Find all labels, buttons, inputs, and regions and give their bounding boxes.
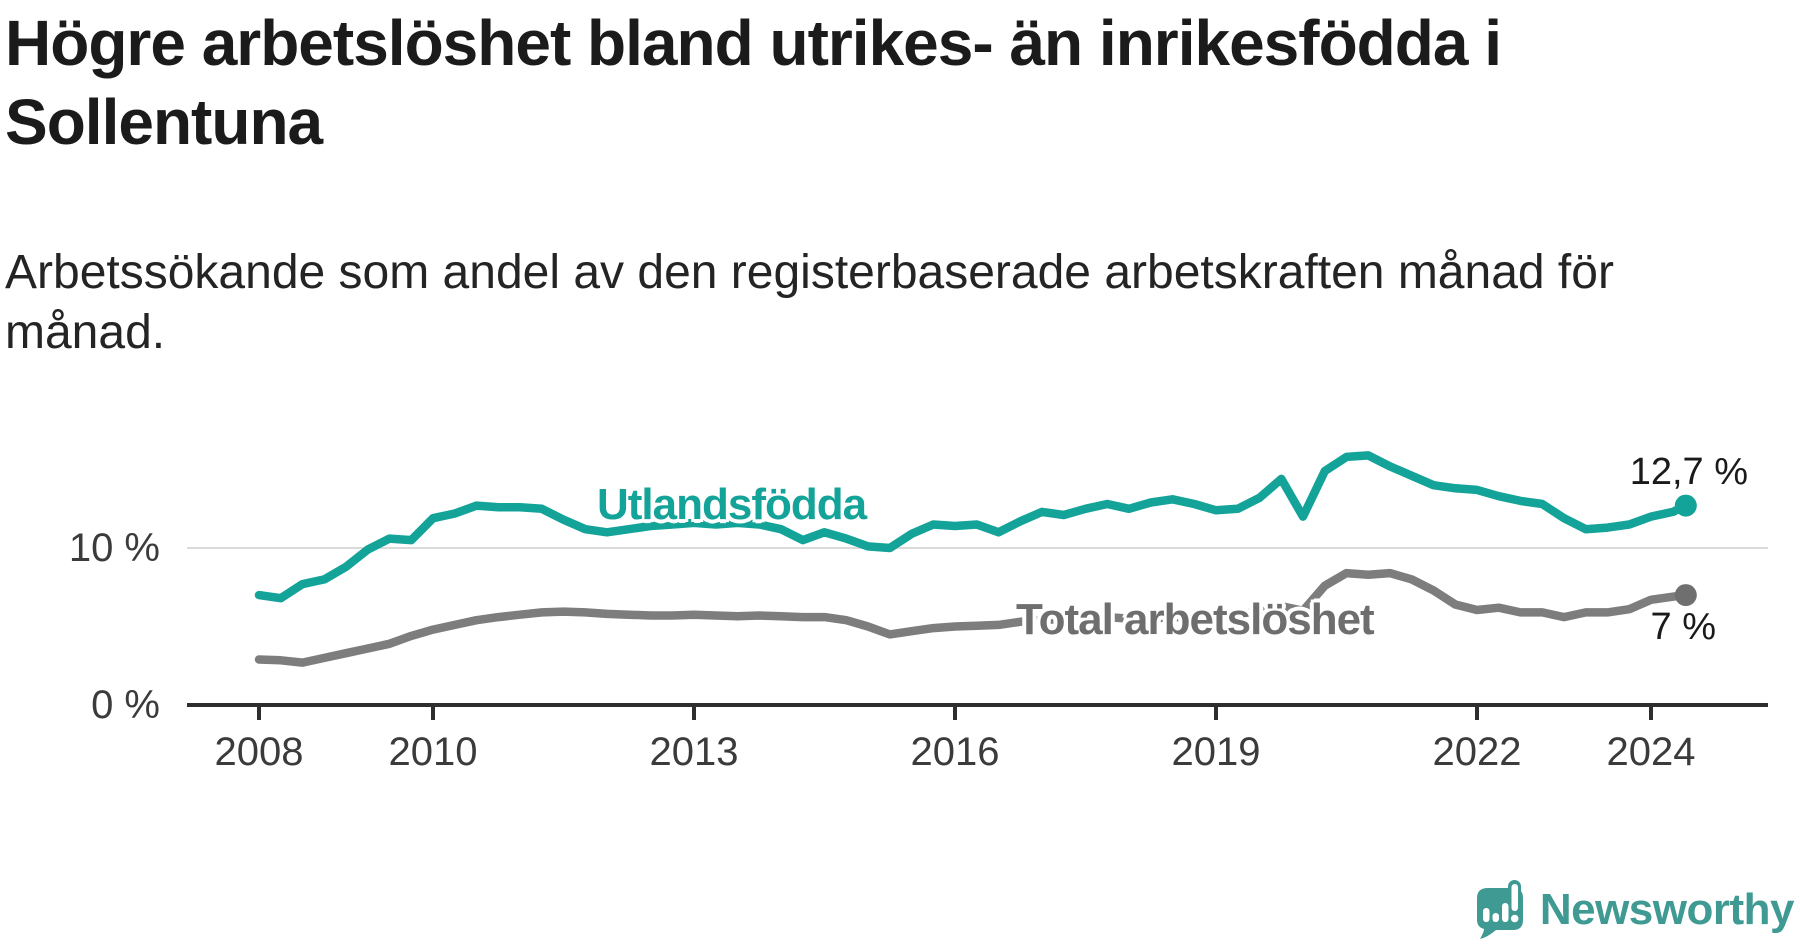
x-axis-tick-label-2024: 2024 <box>1606 730 1696 774</box>
series-label-total-arbetsloshet: Total arbetslöshet <box>1016 595 1375 644</box>
x-axis-tick-label-2013: 2013 <box>649 730 739 774</box>
series-end-dot-total-arbetsloshet <box>1674 584 1697 607</box>
page-subtitle-line2: månad. <box>5 306 166 359</box>
page-subtitle: Arbetssökande som andel av den registerb… <box>5 243 1797 363</box>
x-axis-tick-label-2022: 2022 <box>1432 730 1522 774</box>
series-line-total-arbetsloshet <box>254 568 1691 667</box>
y-axis-tick-label-0: 0 % <box>91 683 160 727</box>
series-label-utlandsfodda: Utlandsfödda <box>597 480 867 529</box>
end-value-label-total: 7 % <box>1650 606 1716 648</box>
page-title-line1: Högre arbetslöshet bland utrikes- än inr… <box>5 7 1502 79</box>
x-axis-tick-label-2010: 2010 <box>388 730 478 774</box>
page-title-line2: Sollentuna <box>5 86 323 158</box>
x-axis-tick-label-2016: 2016 <box>910 730 1000 774</box>
page-title: Högre arbetslöshet bland utrikes- än inr… <box>5 4 1797 162</box>
end-value-label-utlandsfodda: 12,7 % <box>1629 451 1748 493</box>
x-axis-tick-label-2008: 2008 <box>214 730 304 774</box>
y-axis-tick-label-10: 10 % <box>68 526 160 570</box>
page-subtitle-line1: Arbetssökande som andel av den registerb… <box>5 246 1614 299</box>
x-axis-tick-label-2019: 2019 <box>1171 730 1261 774</box>
newsworthy-logo-icon <box>1476 880 1523 939</box>
newsworthy-logo-text: Newsworthy <box>1539 885 1795 934</box>
series-end-dot-utlandsfodda <box>1674 494 1697 517</box>
series-line-utlandsfodda <box>254 451 1691 603</box>
newsworthy-logo[interactable]: Newsworthy <box>1475 880 1795 940</box>
